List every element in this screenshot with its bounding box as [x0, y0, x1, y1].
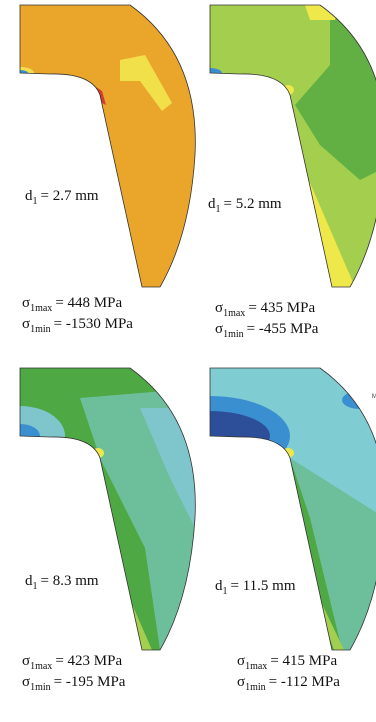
contour-base — [20, 5, 196, 287]
diameter-label-text: = 5.2 mm — [224, 196, 282, 212]
sigma-min-label-symbol: σ — [22, 674, 30, 690]
diameter-label-text: = 8.3 mm — [41, 573, 99, 589]
diameter-label-text: = 2.7 mm — [41, 188, 99, 204]
sigma-max-label-subscript: 1max — [223, 308, 245, 319]
contour-plot — [20, 5, 196, 287]
diameter-label-symbol: d — [208, 196, 216, 212]
marker-label: MN — [372, 394, 376, 400]
contour-plot — [210, 5, 376, 287]
outline — [209, 4, 376, 288]
sigma-min-label-subscript: 1min — [30, 324, 51, 335]
sigma-min-label-text: = -1530 MPa — [54, 316, 134, 332]
diameter-label: d1 = 11.5 mm — [215, 578, 296, 597]
panel — [209, 4, 376, 288]
sigma-min-label: σ1min = -455 MPa — [215, 321, 319, 340]
panel — [19, 367, 196, 651]
diameter-label-subscript: 1 — [33, 581, 38, 592]
sigma-min-label: σ1min = -195 MPa — [22, 674, 126, 693]
contour-region — [290, 458, 342, 650]
sigma-max-label: σ1max = 435 MPa — [215, 300, 315, 319]
sigma-max-label-subscript: 1max — [30, 661, 52, 672]
sigma-max-label-symbol: σ — [237, 653, 245, 669]
sigma-max-label-text: = 415 MPa — [270, 653, 337, 669]
diameter-label-subscript: 1 — [223, 586, 228, 597]
contour-region — [120, 55, 172, 111]
sigma-max-label-symbol: σ — [215, 300, 223, 316]
sigma-min-label-symbol: σ — [237, 674, 245, 690]
contour-plot — [20, 368, 196, 650]
sigma-max-label: σ1max = 415 MPa — [237, 653, 337, 672]
sigma-max-label-text: = 423 MPa — [55, 653, 122, 669]
diameter-label-subscript: 1 — [33, 196, 38, 207]
outline — [19, 4, 196, 288]
contour-region — [290, 458, 376, 650]
diameter-label-text: = 11.5 mm — [231, 578, 296, 594]
diameter-label-symbol: d — [215, 578, 223, 594]
sigma-min-label-symbol: σ — [22, 316, 30, 332]
sigma-min-label: σ1min = -112 MPa — [237, 674, 340, 693]
outline — [19, 367, 196, 651]
diameter-label-symbol: d — [25, 188, 33, 204]
sigma-min-label: σ1min = -1530 MPa — [22, 316, 133, 335]
sigma-min-label-subscript: 1min — [223, 329, 244, 340]
sigma-min-label-text: = -455 MPa — [247, 321, 319, 337]
diameter-label-symbol: d — [25, 573, 33, 589]
diameter-label: d1 = 8.3 mm — [25, 573, 99, 592]
diameter-label-subscript: 1 — [216, 204, 221, 215]
sigma-max-label-subscript: 1max — [245, 661, 267, 672]
sigma-max-label-text: = 448 MPa — [55, 295, 122, 311]
panel — [19, 4, 196, 288]
sigma-max-label-text: = 435 MPa — [248, 300, 315, 316]
sigma-max-label-symbol: σ — [22, 653, 30, 669]
sigma-min-label-text: = -112 MPa — [269, 674, 341, 690]
sigma-min-label-symbol: σ — [215, 321, 223, 337]
sigma-min-label-text: = -195 MPa — [54, 674, 126, 690]
diameter-label: d1 = 2.7 mm — [25, 188, 99, 207]
diameter-label: d1 = 5.2 mm — [208, 196, 282, 215]
contour-region — [100, 458, 160, 650]
sigma-min-label-subscript: 1min — [245, 682, 266, 693]
sigma-max-label: σ1max = 448 MPa — [22, 295, 122, 314]
outline — [209, 367, 376, 651]
sigma-max-label: σ1max = 423 MPa — [22, 653, 122, 672]
sigma-min-label-subscript: 1min — [30, 682, 51, 693]
sigma-max-label-subscript: 1max — [30, 303, 52, 314]
sigma-max-label-symbol: σ — [22, 295, 30, 311]
